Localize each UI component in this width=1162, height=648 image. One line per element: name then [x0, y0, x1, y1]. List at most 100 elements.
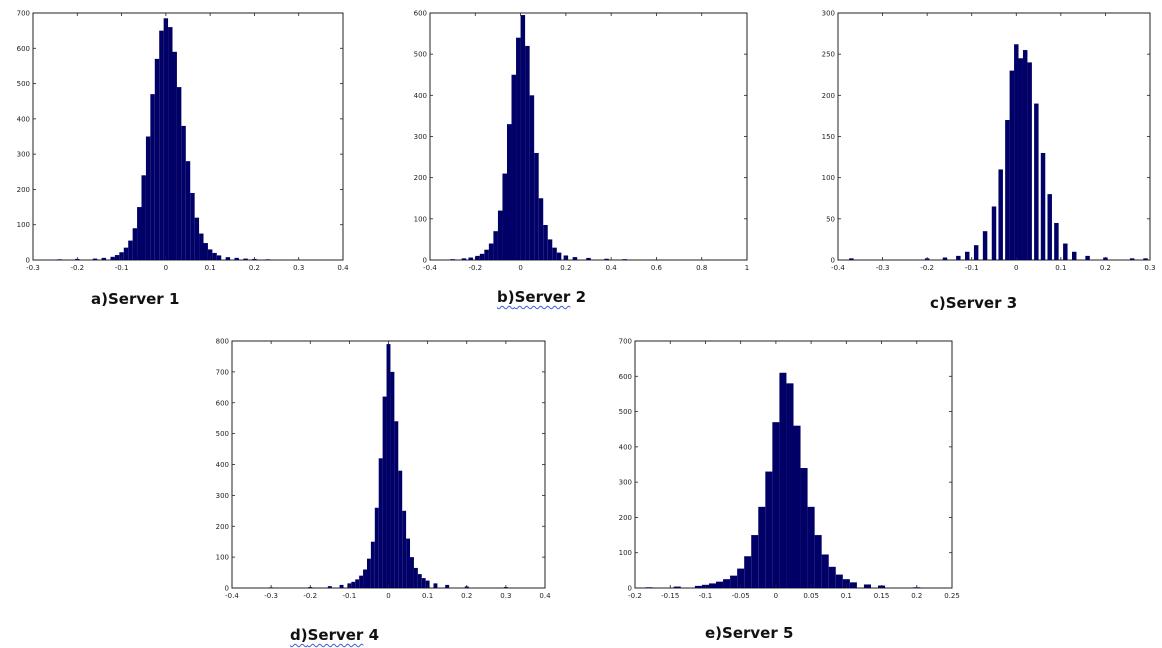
histogram-bar: [956, 255, 961, 260]
y-tick-label: 100: [216, 554, 229, 562]
y-tick-label: 700: [619, 338, 632, 346]
x-tick-label: -0.1: [343, 592, 357, 600]
x-tick-label: 0.05: [803, 592, 819, 600]
histogram-bar: [386, 344, 391, 588]
y-tick-label: 500: [216, 430, 229, 438]
x-tick-label: -0.1: [699, 592, 713, 600]
x-tick-label: 0.8: [696, 264, 707, 272]
y-tick-label: 300: [619, 479, 632, 487]
x-tick-label: -0.4: [225, 592, 239, 600]
histogram-bar: [807, 506, 815, 588]
y-tick-label: 400: [619, 443, 632, 451]
histogram-bar: [622, 259, 627, 260]
histogram-bar: [359, 575, 364, 588]
y-tick-label: 300: [17, 151, 30, 159]
histogram-bar: [737, 568, 745, 588]
histogram-bar: [468, 257, 474, 260]
y-tick-label: 600: [216, 399, 229, 407]
x-tick-label: 0: [1014, 264, 1018, 272]
histogram-bar: [339, 584, 344, 588]
x-tick-label: -0.4: [423, 264, 437, 272]
y-tick-label: 600: [17, 45, 30, 53]
histogram-bar: [243, 258, 248, 260]
histogram-bar: [1040, 152, 1046, 260]
histogram-bar: [145, 136, 151, 260]
histogram-bar: [461, 258, 467, 260]
histogram-bar: [410, 557, 414, 589]
y-tick-label: 200: [17, 186, 30, 194]
histogram-bar: [502, 173, 507, 260]
histogram-bar: [351, 581, 356, 588]
histogram-bar: [374, 507, 379, 588]
x-tick-label: 0.3: [293, 264, 304, 272]
y-tick-label: 0: [225, 585, 229, 593]
x-tick-label: -0.3: [26, 264, 40, 272]
histogram-bar: [57, 259, 62, 260]
histogram-bar: [779, 372, 787, 588]
histogram-4: -0.4 -0.3 -0.2 -0.1 0 0.1 0.2 0.3 0.4 0 100 200 300 4…: [216, 338, 551, 601]
y-tick-label: 500: [619, 408, 632, 416]
histogram-bar: [497, 210, 503, 260]
histogram-bar: [141, 175, 146, 260]
y-tick-label: 500: [17, 80, 30, 88]
histogram-bar: [479, 253, 485, 260]
histogram-bar: [378, 458, 383, 588]
histogram-bar: [516, 37, 521, 261]
histogram-bar: [406, 538, 411, 588]
histogram-bar: [92, 258, 98, 260]
y-tick-label: 0: [628, 585, 632, 593]
histogram-bar: [398, 470, 403, 588]
x-tick-label: 0.2: [560, 264, 571, 272]
x-tick-label: 0: [164, 264, 168, 272]
y-tick-label: 0: [423, 257, 427, 265]
histogram-bar: [355, 579, 360, 588]
histogram-bar: [849, 582, 857, 588]
x-tick-label: 0.3: [1144, 264, 1155, 272]
caption-prefix: a): [91, 290, 108, 308]
histogram-bar: [114, 255, 120, 260]
histogram-bar: [538, 198, 544, 260]
y-tick-label: 0: [26, 257, 30, 265]
plot-frame: [429, 12, 748, 261]
y-tick-label: 800: [216, 338, 229, 346]
caption-server-2: b)Server 2: [497, 288, 586, 306]
histogram-bar: [821, 554, 829, 588]
histogram-bar: [168, 27, 173, 260]
y-tick-label: 400: [216, 461, 229, 469]
histogram-bar: [181, 125, 186, 260]
x-tick-label: 0.1: [841, 592, 852, 600]
y-tick-label: 100: [414, 215, 427, 223]
x-tick-label: -0.3: [264, 592, 278, 600]
histogram-bar: [534, 152, 539, 260]
histogram-bar: [835, 574, 843, 588]
histogram-bar: [172, 51, 177, 261]
histogram-bar: [199, 233, 204, 260]
caption-prefix: c): [930, 294, 946, 312]
histogram-bar: [849, 258, 854, 260]
histogram-bar: [793, 425, 801, 588]
x-tick-label: 0.4: [337, 264, 349, 272]
x-tick-label: -0.2: [468, 264, 482, 272]
y-tick-label: 700: [17, 10, 30, 18]
caption-number: 5: [783, 624, 794, 642]
histogram-bar: [1005, 120, 1010, 260]
histogram-bar: [190, 192, 195, 260]
y-tick-label: 500: [414, 51, 427, 59]
histogram-bar: [1034, 103, 1039, 260]
histogram-bar: [128, 240, 133, 260]
histogram-1: -0.3 -0.2 -0.1 0 0.1 0.2 0.3 0.4 0 100 200 300 400 50…: [17, 10, 349, 273]
y-tick-label: 300: [822, 10, 835, 18]
caption-number: 4: [368, 626, 379, 644]
caption-server-4: d)Server 4: [290, 626, 379, 644]
histogram-bar: [543, 225, 548, 260]
x-tick-label: 0.1: [205, 264, 216, 272]
histogram-bar: [800, 468, 808, 588]
x-tick-label: -0.3: [876, 264, 890, 272]
histogram-bar: [1143, 258, 1148, 260]
histogram-bar: [982, 231, 988, 260]
histogram-bar: [390, 371, 395, 589]
histogram-bar: [525, 45, 530, 261]
histogram-bar: [991, 206, 997, 260]
y-tick-label: 300: [414, 133, 427, 141]
histogram-bar: [744, 556, 752, 588]
